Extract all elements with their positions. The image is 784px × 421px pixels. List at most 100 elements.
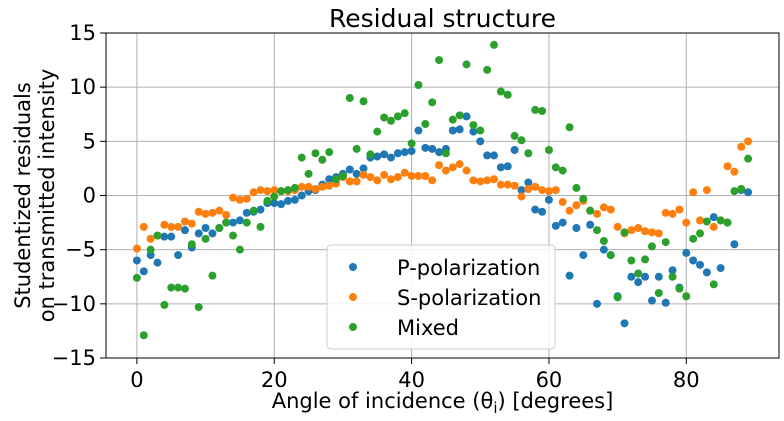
data-point [352, 169, 361, 178]
data-point [558, 166, 567, 175]
data-point [593, 299, 602, 308]
data-point [270, 192, 279, 201]
data-point [242, 218, 251, 227]
data-point [441, 149, 450, 158]
data-point [311, 185, 320, 193]
data-point [132, 256, 141, 265]
data-point [167, 283, 176, 292]
data-point [318, 155, 327, 164]
data-point [235, 245, 244, 254]
data-point [283, 186, 292, 195]
data-point [538, 207, 547, 216]
data-point [627, 226, 636, 235]
data-point [599, 237, 608, 245]
data-point [647, 228, 656, 237]
data-point [428, 98, 437, 107]
data-point [572, 224, 581, 232]
data-point [496, 180, 505, 189]
data-point [180, 217, 189, 226]
data-point [153, 258, 162, 267]
series-mixed [132, 40, 753, 340]
data-point [421, 172, 430, 180]
data-point [620, 228, 629, 237]
data-point [503, 90, 512, 99]
data-point [160, 300, 169, 309]
data-point [654, 229, 663, 238]
data-point [380, 113, 389, 122]
data-point [242, 194, 251, 203]
data-point [187, 219, 196, 228]
data-point [455, 160, 464, 169]
data-point [174, 251, 183, 260]
data-point [544, 195, 553, 204]
data-point [558, 198, 567, 206]
data-point [579, 194, 588, 203]
data-point [579, 251, 588, 260]
data-point [194, 303, 203, 312]
data-point [407, 147, 416, 156]
x-axis-label: Angle of incidence (θi) [degrees] [272, 389, 614, 417]
data-point [263, 196, 272, 205]
data-point [270, 186, 279, 195]
data-point [517, 192, 526, 201]
data-point [345, 165, 354, 174]
data-point [249, 206, 258, 215]
data-point [235, 216, 244, 225]
data-point [414, 172, 423, 180]
data-point [290, 183, 299, 192]
data-point [572, 201, 581, 210]
data-point [256, 186, 265, 195]
data-point [668, 266, 677, 275]
data-point [641, 255, 650, 264]
data-point [647, 296, 656, 305]
data-point [325, 181, 334, 190]
data-point [503, 180, 512, 189]
data-point [593, 209, 602, 218]
data-point [414, 126, 423, 135]
data-point [744, 188, 753, 197]
data-point [668, 272, 677, 281]
data-point [737, 142, 746, 151]
data-point [682, 292, 691, 301]
data-point [359, 97, 368, 106]
data-point [469, 121, 478, 130]
data-point [448, 163, 457, 172]
legend-label: S-polarization [397, 286, 541, 310]
data-point [386, 153, 395, 162]
data-point [462, 112, 471, 121]
data-point [620, 319, 629, 328]
data-point [647, 242, 656, 251]
y-tick-label: 10 [69, 75, 96, 99]
y-tick-label: −5 [65, 238, 96, 262]
data-point [222, 218, 231, 227]
y-axis-label-line-2: on transmitted intensity [35, 69, 59, 323]
data-point [208, 229, 217, 238]
legend-marker [349, 323, 357, 331]
data-point [737, 185, 746, 193]
data-point [428, 176, 437, 185]
data-point [469, 176, 478, 185]
data-point [194, 229, 203, 238]
data-point [139, 331, 148, 340]
data-point [373, 152, 382, 161]
data-point [654, 289, 663, 297]
data-point [524, 178, 533, 187]
legend-marker [349, 263, 357, 271]
data-point [565, 123, 574, 132]
legend-marker [349, 293, 357, 301]
data-point [531, 205, 540, 214]
data-point [435, 56, 444, 65]
data-point [744, 154, 753, 163]
data-point [153, 231, 162, 240]
data-point [263, 187, 272, 196]
data-point [538, 186, 547, 195]
data-point [338, 172, 347, 180]
y-tick-label: 0 [83, 184, 96, 208]
data-point [448, 115, 457, 124]
data-point [297, 182, 306, 191]
data-point [441, 166, 450, 175]
data-point [483, 65, 492, 74]
data-point [318, 182, 327, 191]
data-point [723, 218, 732, 227]
